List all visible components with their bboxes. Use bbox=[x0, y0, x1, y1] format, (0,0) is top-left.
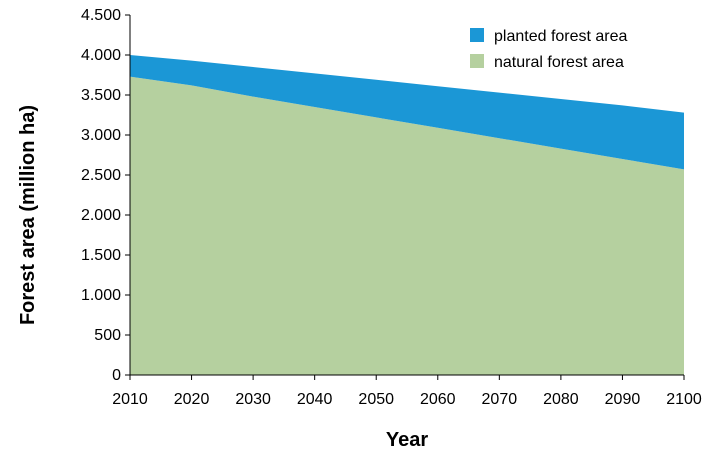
legend-swatch-planted-forest-area bbox=[470, 28, 484, 42]
x-tick-label: 2100 bbox=[666, 391, 702, 408]
y-tick-label: 4.000 bbox=[81, 47, 121, 64]
y-ticks-group: 0 500 1.000 1.500 2.000 2.500 3.000 3.500 4.000 4… bbox=[81, 7, 130, 384]
y-tick-label: 0 bbox=[112, 367, 121, 384]
planted-forest-area-area bbox=[130, 55, 684, 170]
axes-group bbox=[129, 15, 684, 376]
x-tick-label: 2010 bbox=[112, 391, 148, 408]
x-axis-title: Year bbox=[386, 429, 428, 451]
y-tick-label: 4.500 bbox=[81, 7, 121, 24]
y-tick-label: 3.000 bbox=[81, 127, 121, 144]
x-tick-label: 2020 bbox=[174, 391, 210, 408]
x-tick-label: 2040 bbox=[297, 391, 333, 408]
y-tick-label: 1.500 bbox=[81, 247, 121, 264]
y-tick-label: 500 bbox=[94, 327, 121, 344]
x-tick-label: 2070 bbox=[482, 391, 518, 408]
x-tick-label: 2050 bbox=[358, 391, 394, 408]
legend: planted forest area natural forest area bbox=[470, 28, 628, 71]
area-series-group bbox=[130, 55, 684, 375]
y-tick-label: 1.000 bbox=[81, 287, 121, 304]
x-tick-label: 2060 bbox=[420, 391, 456, 408]
y-tick-label: 3.500 bbox=[81, 87, 121, 104]
y-tick-label: 2.500 bbox=[81, 167, 121, 184]
y-axis-title: Forest area (million ha) bbox=[17, 105, 39, 325]
legend-label-planted-forest-area: planted forest area bbox=[494, 28, 628, 45]
legend-label-natural-forest-area: natural forest area bbox=[494, 54, 624, 71]
x-tick-label: 2030 bbox=[235, 391, 271, 408]
x-tick-label: 2080 bbox=[543, 391, 579, 408]
x-tick-label: 2090 bbox=[605, 391, 641, 408]
natural-forest-area-area bbox=[130, 76, 684, 375]
y-tick-label: 2.000 bbox=[81, 207, 121, 224]
legend-swatch-natural-forest-area bbox=[470, 54, 484, 68]
x-ticks-group: 2010 2020 2030 2040 2050 2060 2070 2080 2090 2100 bbox=[112, 375, 702, 408]
